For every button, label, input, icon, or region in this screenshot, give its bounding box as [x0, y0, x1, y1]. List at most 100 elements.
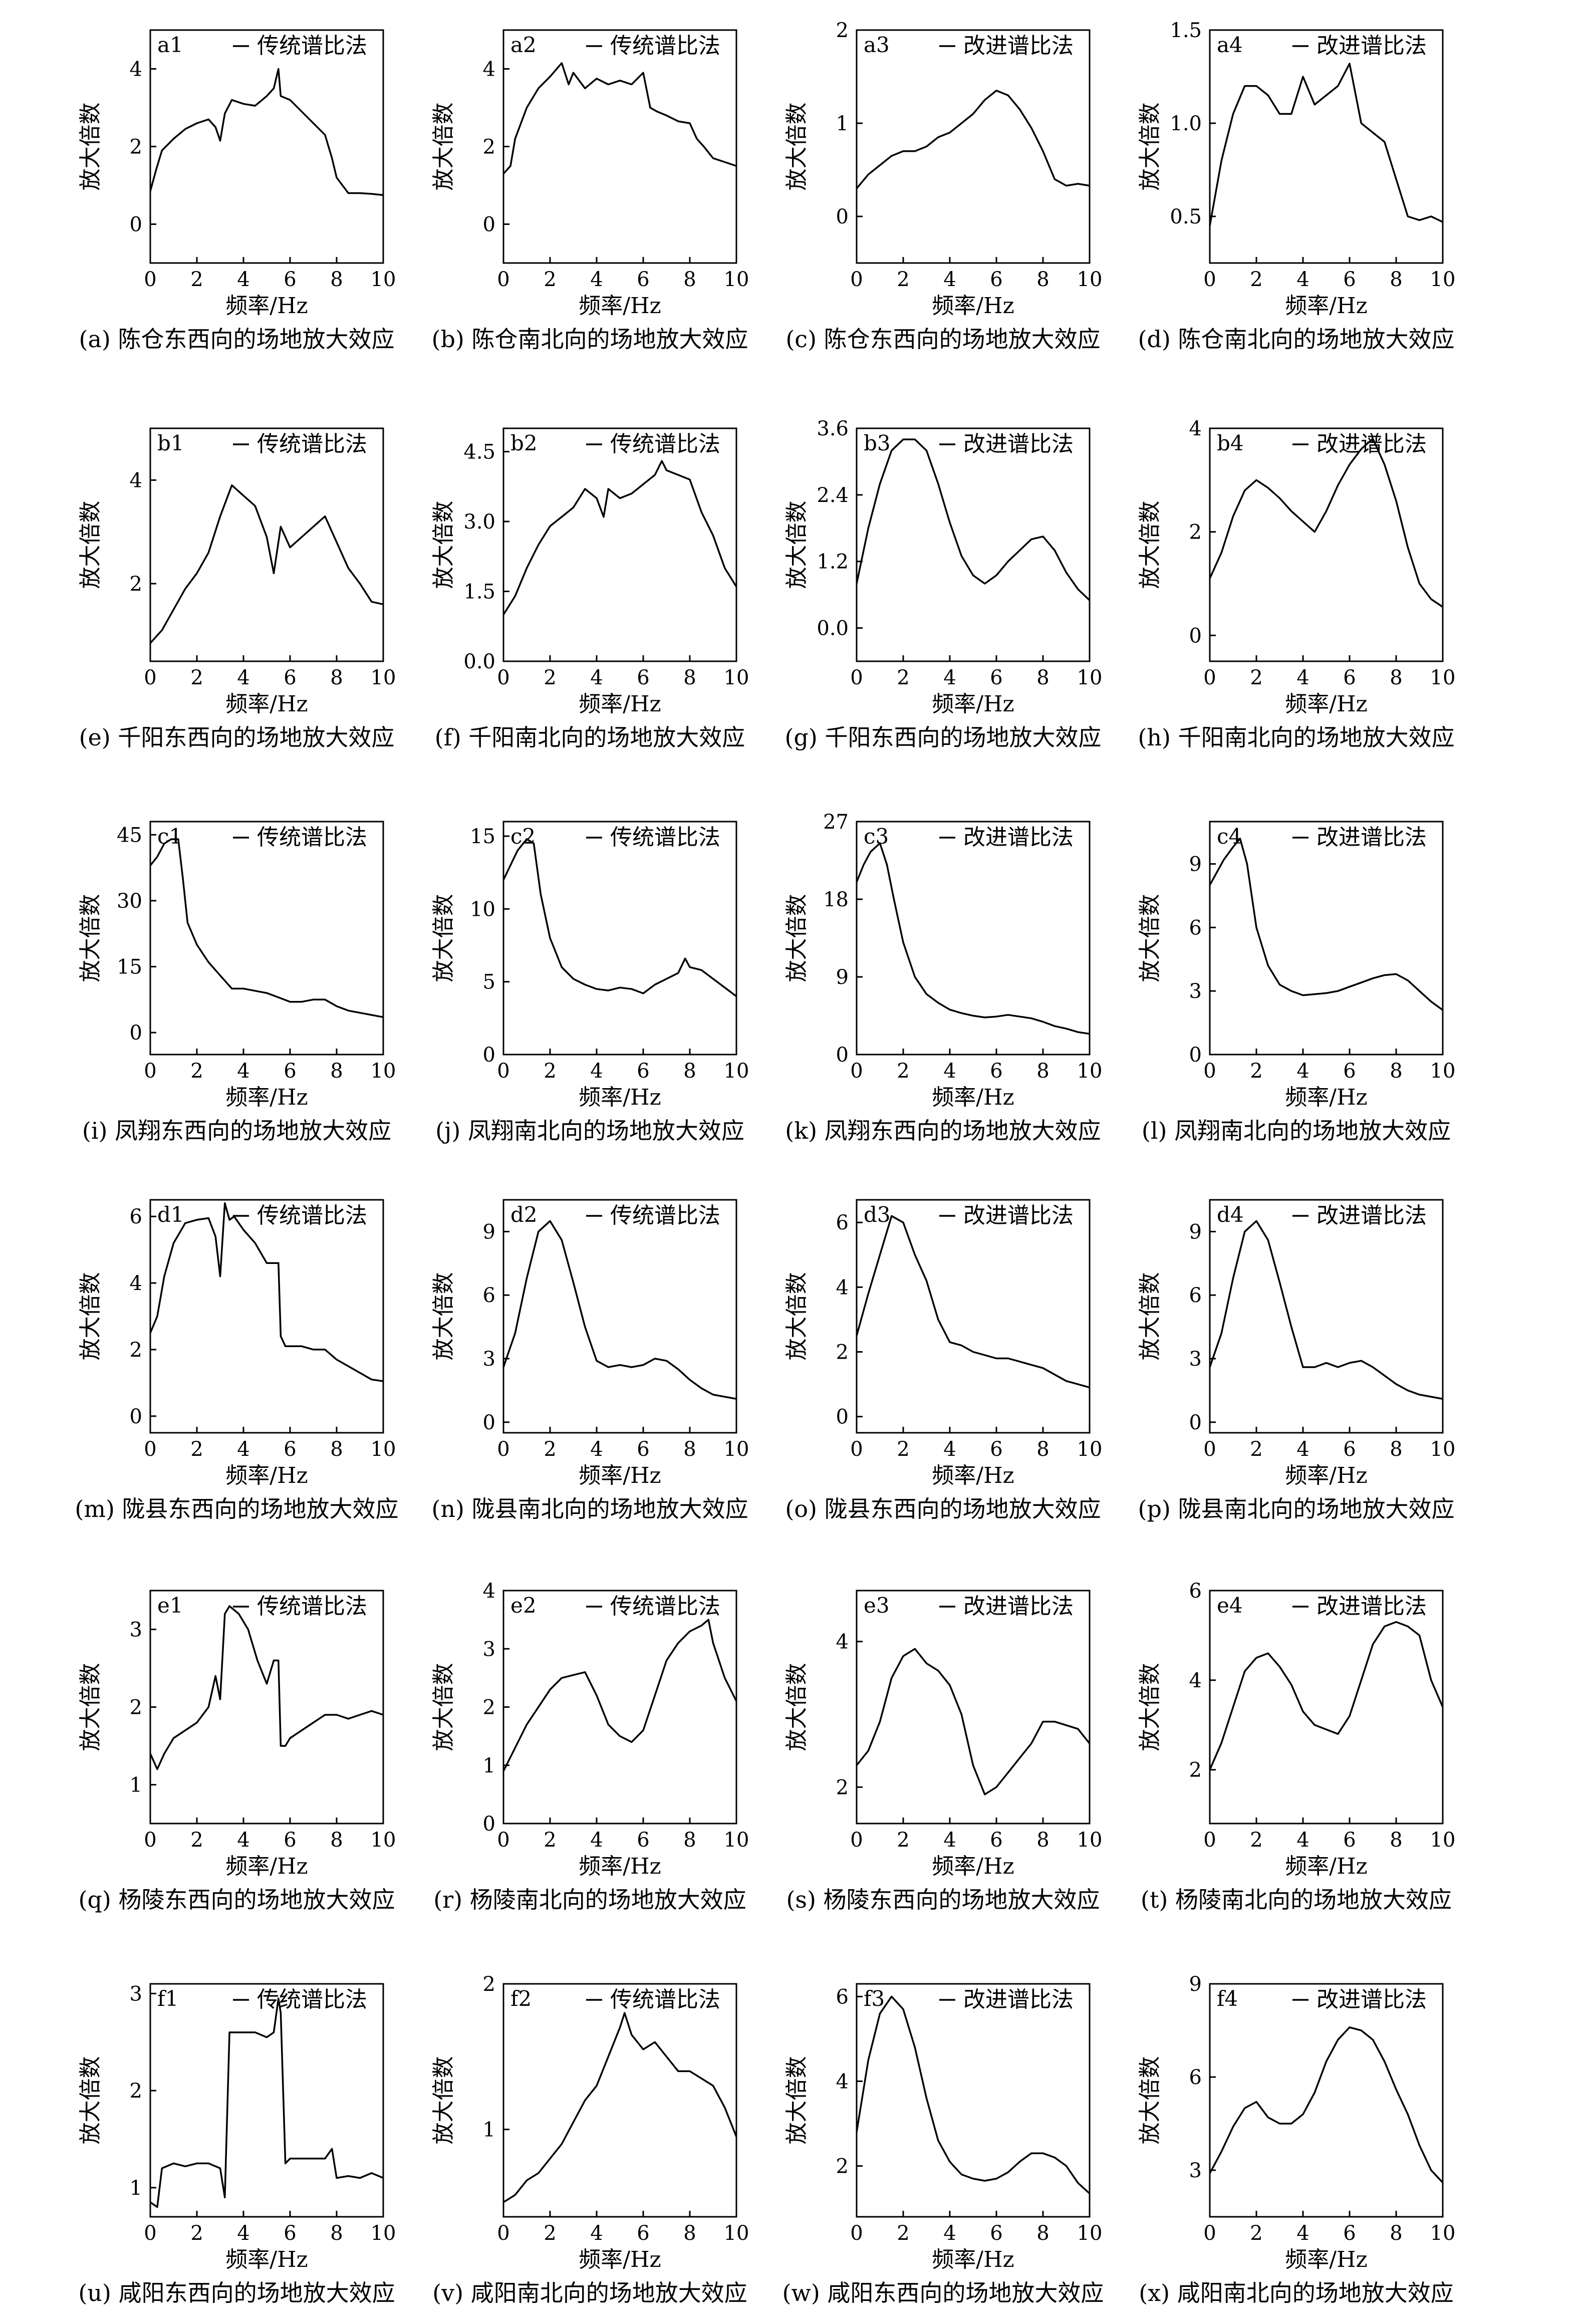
x-tick-label: 2: [897, 268, 909, 291]
y-tick-label: 1: [836, 112, 849, 135]
plot-frame: [1209, 29, 1444, 264]
y-tick-label: 6: [836, 1211, 849, 1234]
y-tick-label: 1: [130, 2177, 142, 2200]
x-tick-label: 6: [990, 1438, 1002, 1461]
y-tick-label: 4: [130, 1272, 142, 1295]
series-line-e2: [502, 1619, 737, 1772]
series-line-c4: [1209, 838, 1444, 1011]
y-axis-label: 放大倍数: [784, 103, 810, 191]
x-tick-label: 8: [683, 2222, 696, 2245]
x-tick-label: 8: [1390, 2222, 1402, 2245]
x-tick-label: 0: [1203, 1060, 1216, 1083]
x-tick-label: 2: [190, 268, 203, 291]
x-tick-label: 0: [1203, 1829, 1216, 1852]
x-tick-label: 8: [1036, 1829, 1049, 1852]
x-tick-label: 0: [1203, 2222, 1216, 2245]
plot-frame: [502, 1983, 737, 2218]
x-tick-label: 6: [990, 1829, 1002, 1852]
y-axis-label: 放大倍数: [784, 1663, 810, 1751]
plot-frame: [856, 427, 1091, 662]
x-tick-label: 10: [1077, 1438, 1103, 1461]
x-tick-label: 10: [724, 1438, 749, 1461]
y-axis-label: 放大倍数: [78, 501, 103, 589]
plot-frame: [149, 427, 384, 662]
plot-frame: [1209, 1199, 1444, 1434]
panel-label: c2: [510, 824, 536, 849]
x-tick-label: 2: [897, 2222, 909, 2245]
x-axis-label: 频率/Hz: [1285, 1463, 1367, 1488]
x-tick-label: 10: [371, 1438, 396, 1461]
y-tick-label: 0.0: [817, 617, 849, 640]
plot-frame: [149, 29, 384, 264]
legend-label: 改进谱比法: [963, 1987, 1074, 2012]
x-axis-label: 频率/Hz: [579, 1463, 661, 1488]
x-tick-label: 4: [1296, 666, 1309, 689]
y-axis-label: 放大倍数: [431, 894, 456, 982]
legend-label: 传统谱比法: [257, 1203, 367, 1228]
x-tick-label: 10: [371, 1060, 396, 1083]
x-tick-label: 6: [990, 666, 1002, 689]
x-tick-label: 0: [850, 1438, 863, 1461]
y-axis-label: 放大倍数: [1137, 103, 1163, 191]
x-tick-label: 6: [990, 1060, 1002, 1083]
panel-label: b3: [864, 431, 891, 455]
y-tick-label: 45: [117, 824, 142, 847]
plot-frame: [502, 29, 737, 264]
y-tick-label: 9: [1189, 1973, 1202, 1996]
x-tick-label: 8: [1036, 1060, 1049, 1083]
panel-label: b4: [1217, 431, 1244, 455]
series-line-f3: [856, 1995, 1091, 2194]
x-tick-label: 0: [144, 2222, 156, 2245]
y-tick-label: 2: [483, 1696, 495, 1719]
x-tick-label: 0: [1203, 268, 1216, 291]
series-line-d3: [856, 1215, 1090, 1389]
y-tick-label: 6: [1189, 1284, 1202, 1307]
x-tick-label: 6: [1343, 1060, 1356, 1083]
x-tick-label: 0: [850, 2222, 863, 2245]
x-tick-label: 6: [637, 1060, 649, 1083]
y-axis-label: 放大倍数: [1137, 894, 1163, 982]
panel-label: c4: [1217, 824, 1242, 849]
x-tick-label: 2: [1250, 268, 1262, 291]
y-tick-label: 0: [1189, 1044, 1202, 1067]
x-tick-label: 10: [371, 1829, 396, 1852]
plot-frame: [856, 1590, 1091, 1825]
x-tick-label: 6: [1343, 1438, 1356, 1461]
legend-label: 改进谱比法: [1317, 1987, 1427, 2012]
x-tick-label: 10: [1077, 1060, 1103, 1083]
panel-caption: (m) 陇县东西向的场地放大效应: [75, 1495, 398, 1522]
y-tick-label: 2: [836, 1341, 849, 1364]
x-tick-label: 8: [683, 1438, 696, 1461]
x-tick-label: 4: [237, 1060, 249, 1083]
y-tick-label: 10: [470, 898, 495, 921]
x-tick-label: 10: [371, 666, 396, 689]
y-tick-label: 2: [836, 19, 849, 42]
y-tick-label: 3: [1189, 1348, 1202, 1371]
panel-caption: (k) 凤翔东西向的场地放大效应: [785, 1117, 1101, 1144]
x-tick-label: 6: [1343, 2222, 1356, 2245]
legend-label: 改进谱比法: [963, 33, 1074, 59]
y-tick-label: 3: [1189, 980, 1202, 1003]
x-tick-label: 10: [1430, 1829, 1456, 1852]
x-tick-label: 2: [897, 1438, 909, 1461]
series-line-b4: [1209, 437, 1443, 608]
x-tick-label: 8: [1036, 1438, 1049, 1461]
legend-label: 传统谱比法: [257, 431, 367, 457]
plot-frame: [149, 1199, 384, 1434]
series-line-b3: [856, 438, 1091, 601]
panel-label: b2: [510, 431, 538, 455]
y-tick-label: 0: [836, 205, 849, 228]
y-tick-label: 3: [483, 1638, 495, 1661]
y-tick-label: 2: [836, 2155, 849, 2178]
y-tick-label: 2: [130, 136, 142, 159]
x-tick-label: 0: [144, 1829, 156, 1852]
panel-caption: (s) 杨陵东西向的场地放大效应: [786, 1886, 1100, 1913]
panel-caption: (e) 千阳东西向的场地放大效应: [79, 724, 395, 751]
x-tick-label: 8: [683, 1829, 696, 1852]
x-axis-label: 频率/Hz: [225, 1854, 308, 1879]
